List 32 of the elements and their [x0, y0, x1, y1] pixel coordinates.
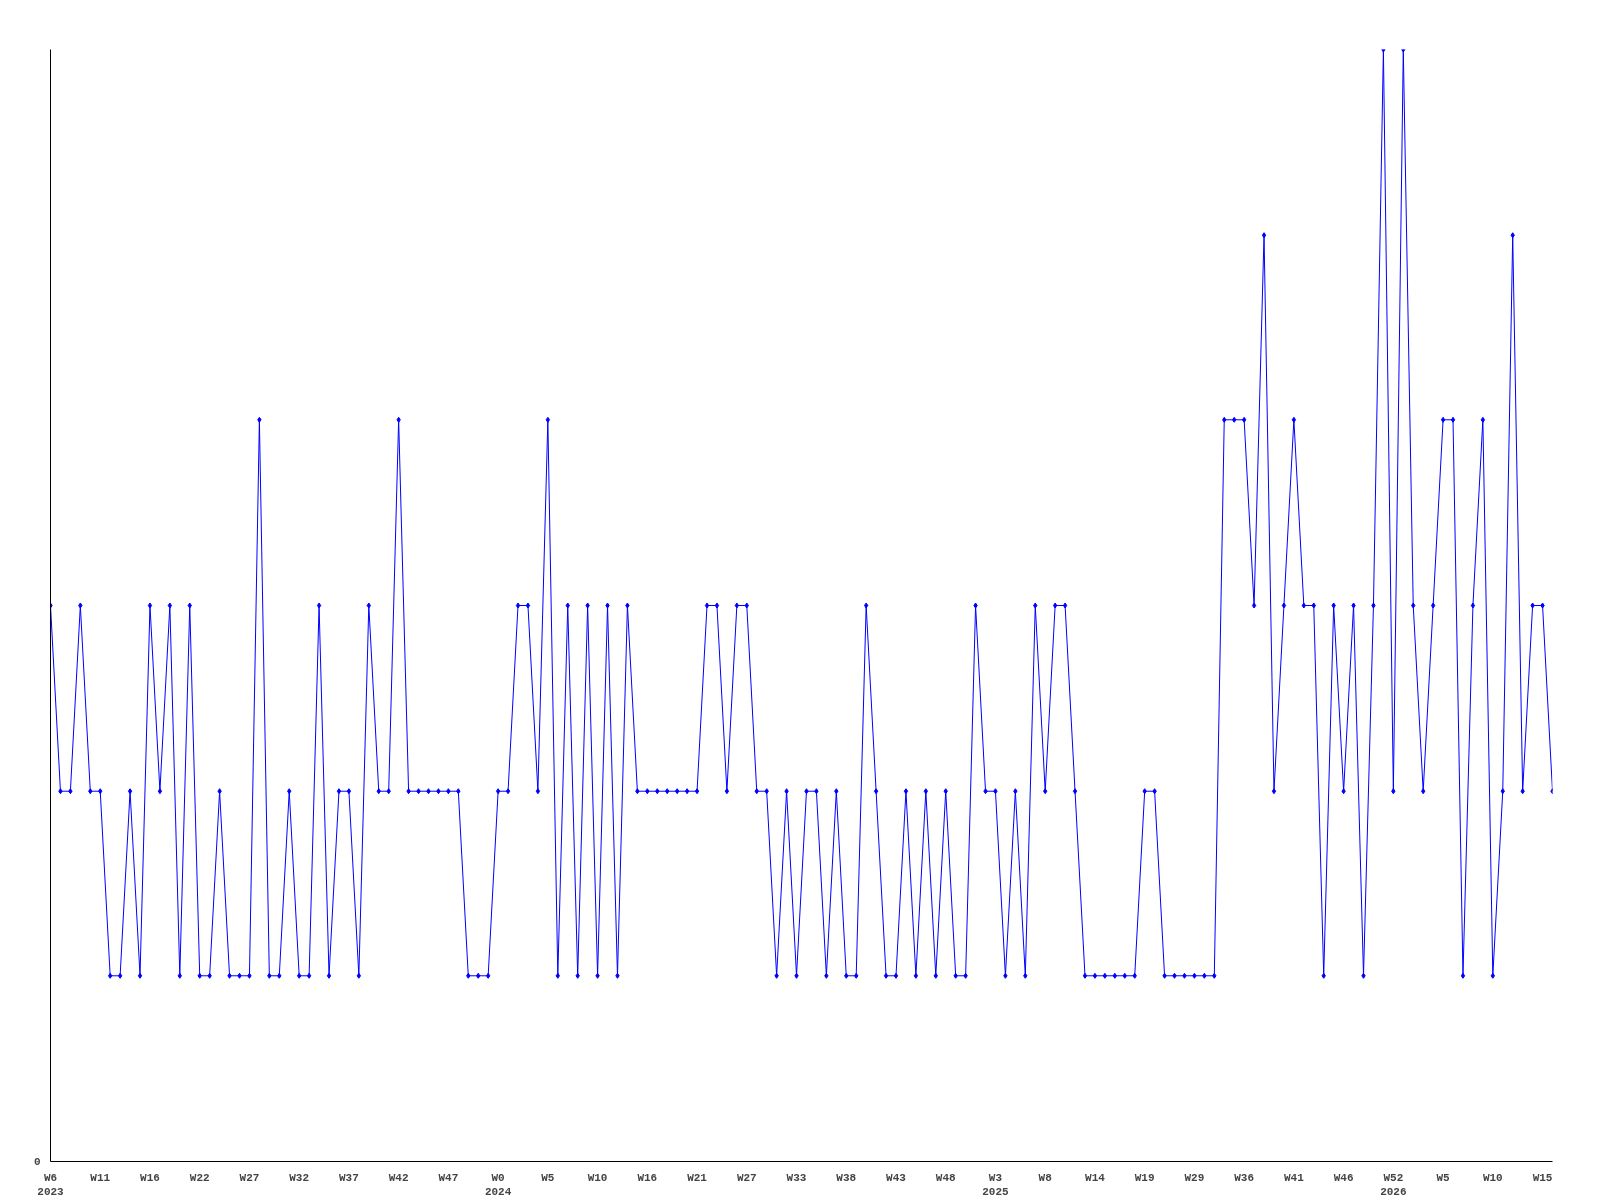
x-tick-label: W43: [886, 1171, 907, 1184]
x-tick-label: W22: [189, 1171, 210, 1184]
x-tick-label: W10: [1482, 1171, 1503, 1184]
x-tick-label: W36: [1234, 1171, 1255, 1184]
x-tick-label: W8: [1038, 1171, 1053, 1184]
x-tick-label: W14: [1085, 1171, 1106, 1184]
x-tick-label: W3 2025: [982, 1171, 1010, 1198]
x-tick-label: W0 2024: [484, 1171, 512, 1198]
x-tick-label: W48: [935, 1171, 957, 1184]
x-tick-label: W5: [541, 1171, 555, 1184]
x-tick-label: W37: [339, 1171, 359, 1184]
x-tick-label: W32: [289, 1171, 310, 1184]
x-tick-label: W42: [388, 1171, 409, 1184]
x-tick-label: W15: [1532, 1171, 1553, 1184]
x-tick-label: W5: [1436, 1171, 1451, 1184]
x-tick-label: W10: [587, 1171, 608, 1184]
x-tick-label: W16: [140, 1171, 160, 1184]
x-tick-label: W52 2026: [1380, 1171, 1407, 1198]
x-tick-label: W29: [1184, 1171, 1205, 1184]
x-tick-label: W47: [438, 1171, 459, 1184]
x-tick-label: W46: [1333, 1171, 1354, 1184]
text: 0: [33, 1156, 41, 1168]
x-tick-label: W41: [1283, 1171, 1305, 1184]
x-tick-label: W19: [1134, 1171, 1155, 1184]
x-tick-label: W16: [637, 1171, 658, 1184]
x-tick-label: W33: [786, 1171, 807, 1184]
x-tick-label: W27: [736, 1171, 757, 1184]
x-tick-label: W6 2023: [37, 1171, 65, 1198]
x-tick-label: W27: [239, 1171, 260, 1184]
x-tick-label: W38: [836, 1171, 857, 1184]
x-tick-label: W21: [687, 1171, 708, 1184]
x-tick-label: W11: [90, 1171, 111, 1184]
